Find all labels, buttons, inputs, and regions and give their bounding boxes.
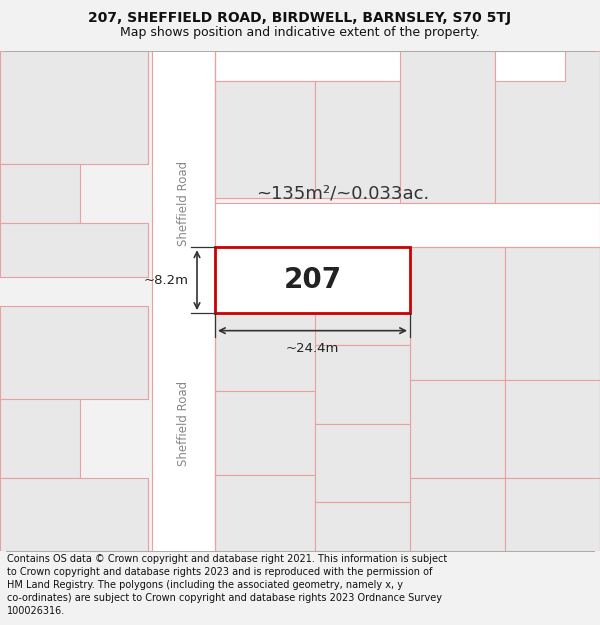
Bar	[400, 51, 495, 203]
Bar	[0, 164, 80, 223]
Text: HM Land Registry. The polygons (including the associated geometry, namely x, y: HM Land Registry. The polygons (includin…	[7, 580, 403, 590]
Bar	[215, 203, 600, 248]
Text: ~8.2m: ~8.2m	[144, 274, 189, 287]
Bar	[495, 51, 565, 81]
Bar	[215, 475, 315, 551]
Text: 207: 207	[283, 266, 341, 294]
Text: ~24.4m: ~24.4m	[286, 342, 339, 356]
Bar	[410, 478, 505, 551]
Text: 100026316.: 100026316.	[7, 606, 65, 616]
Bar	[215, 248, 410, 313]
Text: to Crown copyright and database rights 2023 and is reproduced with the permissio: to Crown copyright and database rights 2…	[7, 567, 433, 577]
Bar	[505, 379, 600, 478]
Bar	[0, 306, 148, 399]
Text: Map shows position and indicative extent of the property.: Map shows position and indicative extent…	[120, 26, 480, 39]
Text: Sheffield Road: Sheffield Road	[177, 381, 190, 466]
Bar	[0, 399, 80, 478]
Bar	[0, 223, 148, 277]
Bar	[410, 248, 505, 379]
Bar	[215, 313, 410, 391]
Text: Contains OS data © Crown copyright and database right 2021. This information is : Contains OS data © Crown copyright and d…	[7, 554, 448, 564]
Bar	[0, 478, 148, 551]
Text: ~135m²/~0.033ac.: ~135m²/~0.033ac.	[256, 184, 429, 203]
Bar	[315, 503, 410, 551]
Bar	[215, 51, 600, 81]
Bar	[215, 391, 315, 475]
Bar	[0, 51, 148, 164]
Bar	[152, 51, 215, 551]
Text: Sheffield Road: Sheffield Road	[177, 161, 190, 246]
Bar	[315, 346, 410, 424]
Text: co-ordinates) are subject to Crown copyright and database rights 2023 Ordnance S: co-ordinates) are subject to Crown copyr…	[7, 593, 442, 603]
Bar	[410, 379, 505, 478]
Bar	[215, 81, 315, 198]
Bar	[315, 424, 410, 503]
Text: 207, SHEFFIELD ROAD, BIRDWELL, BARNSLEY, S70 5TJ: 207, SHEFFIELD ROAD, BIRDWELL, BARNSLEY,…	[88, 11, 512, 25]
Bar	[315, 81, 400, 198]
Bar	[315, 248, 410, 346]
Bar	[505, 478, 600, 551]
Bar	[495, 51, 600, 203]
Bar	[505, 248, 600, 379]
